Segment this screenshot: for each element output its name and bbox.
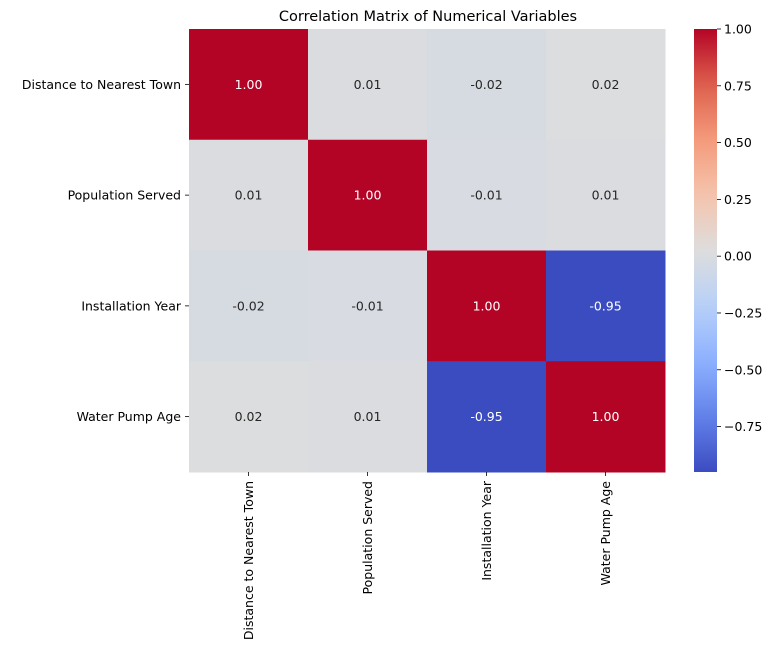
x-tick-label: Distance to Nearest Town <box>241 481 256 640</box>
heatmap-cell-r1-c1 <box>308 139 428 251</box>
colorbar-tick-label: 0.25 <box>724 192 752 207</box>
cell-value-label: 1.00 <box>235 77 263 92</box>
colorbar-tick-label: −0.25 <box>724 305 762 320</box>
y-tick-label: Distance to Nearest Town <box>22 77 181 92</box>
heatmap-cell-r2-c0 <box>189 250 309 362</box>
heatmap-cell-r3-c1 <box>308 361 428 473</box>
colorbar-tick-label: 1.00 <box>724 22 752 37</box>
colorbar-gradient <box>694 29 717 472</box>
heatmap-cell-r3-c2 <box>427 361 547 473</box>
cell-value-label: -0.01 <box>470 188 502 203</box>
cell-value-label: 0.01 <box>592 188 620 203</box>
heatmap-cell-r1-c2 <box>427 139 547 251</box>
cell-value-label: -0.95 <box>589 298 621 313</box>
cell-value-label: 0.02 <box>235 409 263 424</box>
heatmap-cell-r3-c0 <box>189 361 309 473</box>
cell-value-label: 0.01 <box>354 409 382 424</box>
heatmap-cell-r0-c1 <box>308 29 428 141</box>
cell-value-label: -0.02 <box>232 298 264 313</box>
colorbar-tick-label: −0.50 <box>724 362 762 377</box>
cell-value-label: 0.02 <box>592 77 620 92</box>
cell-value-label: -0.95 <box>470 409 502 424</box>
heatmap-cell-r1-c0 <box>189 139 309 251</box>
x-axis: Distance to Nearest Town Population Serve… <box>241 472 613 640</box>
cell-value-label: 0.01 <box>354 77 382 92</box>
heatmap-cell-r2-c2 <box>427 250 547 362</box>
cell-value-label: 1.00 <box>473 298 501 313</box>
colorbar-tick-label: −0.75 <box>724 419 762 434</box>
y-tick-label: Population Served <box>68 188 181 203</box>
heatmap-cell-r0-c2 <box>427 29 547 141</box>
cell-value-label: 1.00 <box>592 409 620 424</box>
heatmap-cell-r2-c1 <box>308 250 428 362</box>
x-tick-label: Installation Year <box>479 480 494 581</box>
heatmap-cell-labels: 1.00 0.01 -0.02 0.02 0.01 1.00 -0.01 0.01 -0.02 -… <box>232 77 621 424</box>
cell-value-label: 0.01 <box>235 188 263 203</box>
colorbar-tick-label: 0.50 <box>724 135 752 150</box>
chart-title: Correlation Matrix of Numerical Variable… <box>279 9 577 25</box>
y-tick-label: Water Pump Age <box>77 409 182 424</box>
colorbar-tick-label: 0.00 <box>724 249 752 264</box>
heatmap-cell-r2-c3 <box>546 250 666 362</box>
cell-value-label: -0.02 <box>470 77 502 92</box>
heatmap-cell-r3-c3 <box>546 361 666 473</box>
x-tick-label: Population Served <box>360 481 375 594</box>
cell-value-label: -0.01 <box>351 298 383 313</box>
colorbar: 1.00 0.75 0.50 0.25 0.00 −0.25 −0.50 −0.75 <box>694 22 762 472</box>
heatmap-cell-r1-c3 <box>546 139 666 251</box>
heatmap-cells <box>189 29 666 473</box>
heatmap-cell-r0-c0 <box>189 29 309 141</box>
cell-value-label: 1.00 <box>354 188 382 203</box>
heatmap-cell-r0-c3 <box>546 29 666 141</box>
colorbar-tick-label: 0.75 <box>724 78 752 93</box>
y-axis: Distance to Nearest Town Population Serve… <box>22 77 189 424</box>
y-tick-label: Installation Year <box>81 298 182 313</box>
x-tick-label: Water Pump Age <box>598 481 613 586</box>
